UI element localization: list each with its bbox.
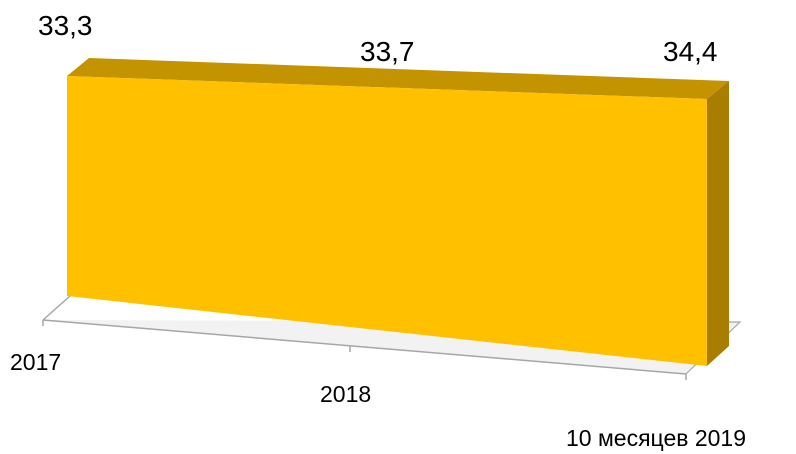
value-label-2019: 34,4 (663, 36, 718, 67)
value-label-2018: 33,7 (360, 36, 415, 67)
category-label-2017: 2017 (10, 349, 61, 375)
area-side-face (707, 81, 729, 366)
value-label-2017: 33,3 (38, 10, 93, 41)
category-axis-line (42, 319, 687, 375)
category-axis-back-line (42, 295, 71, 321)
category-label-2018: 2018 (320, 381, 371, 407)
area-top-face (67, 58, 729, 99)
area-front-face (67, 76, 707, 366)
category-label-2019: 10 месяцев 2019 (566, 425, 746, 451)
